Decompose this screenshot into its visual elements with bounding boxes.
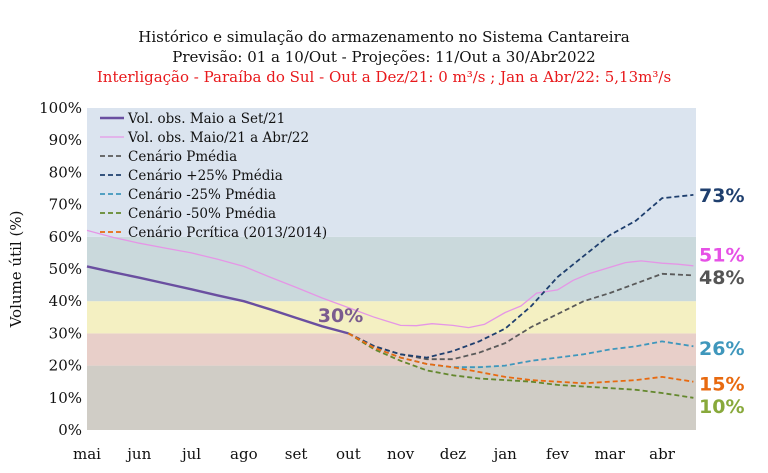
legend-label-3: Cenário +25% Pmédia [128,168,283,184]
x-tick-label: ago [230,445,258,463]
series-line-4 [347,332,694,369]
x-tick-label: jul [180,445,201,463]
x-tick-label: nov [387,445,415,463]
x-tick-label: mai [73,445,101,463]
x-tick-label: abr [649,445,676,463]
storage-band-1 [87,333,696,366]
x-tick-label: set [285,445,308,463]
chart-note: Interligação - Paraíba do Sul - Out a De… [96,68,672,86]
legend-label-6: Cenário Pcrítica (2013/2014) [128,225,327,241]
legend-label-2: Cenário Pmédia [128,149,237,165]
end-value-label-4: 15% [699,373,744,395]
series-line-0 [86,265,349,335]
legend-label-5: Cenário -50% Pmédia [128,206,276,222]
y-tick-label: 10% [49,389,82,407]
storage-band-2 [87,301,696,334]
y-tick-label: 60% [49,228,82,246]
y-tick-label: 100% [39,99,82,117]
y-axis-label: Volume útil (%) [7,211,25,329]
x-tick-label: mar [595,445,626,463]
chart-subtitle: Previsão: 01 a 10/Out - Projeções: 11/Ou… [172,48,596,66]
legend-label-4: Cenário -25% Pmédia [128,187,276,203]
end-value-label-0: 73% [699,185,744,207]
x-tick-label: fev [546,445,569,463]
series-line-3 [348,194,694,359]
y-tick-label: 20% [49,357,82,375]
chart-titles: Histórico e simulação do armazenamento n… [0,27,768,87]
series-line-1 [86,229,694,329]
y-tick-label: 70% [49,196,82,214]
y-tick-label: 50% [49,260,82,278]
y-tick-label: 90% [49,131,82,149]
storage-band-3 [87,236,696,302]
storage-band-4 [87,108,696,237]
x-tick-label: jun [125,445,151,463]
end-value-label-3: 26% [699,338,744,360]
legend-label-0: Vol. obs. Maio a Set/21 [127,111,285,127]
storage-band-0 [87,365,696,430]
annotation-label-0: 30% [318,305,363,327]
y-tick-label: 40% [49,292,82,310]
series-line-5 [347,332,694,399]
y-tick-label: 30% [49,324,82,342]
y-tick-label: 80% [49,163,82,181]
end-value-label-2: 48% [699,267,744,289]
x-tick-label: out [336,445,361,463]
chart-title: Histórico e simulação do armazenamento n… [138,28,630,46]
end-value-label-5: 10% [699,396,744,418]
series-line-6 [347,332,694,385]
x-tick-label: jan [492,445,518,463]
y-tick-label: 0% [58,421,82,439]
end-value-label-1: 51% [699,245,744,267]
x-tick-label: dez [440,445,466,463]
legend-label-1: Vol. obs. Maio/21 a Abr/22 [127,130,309,146]
